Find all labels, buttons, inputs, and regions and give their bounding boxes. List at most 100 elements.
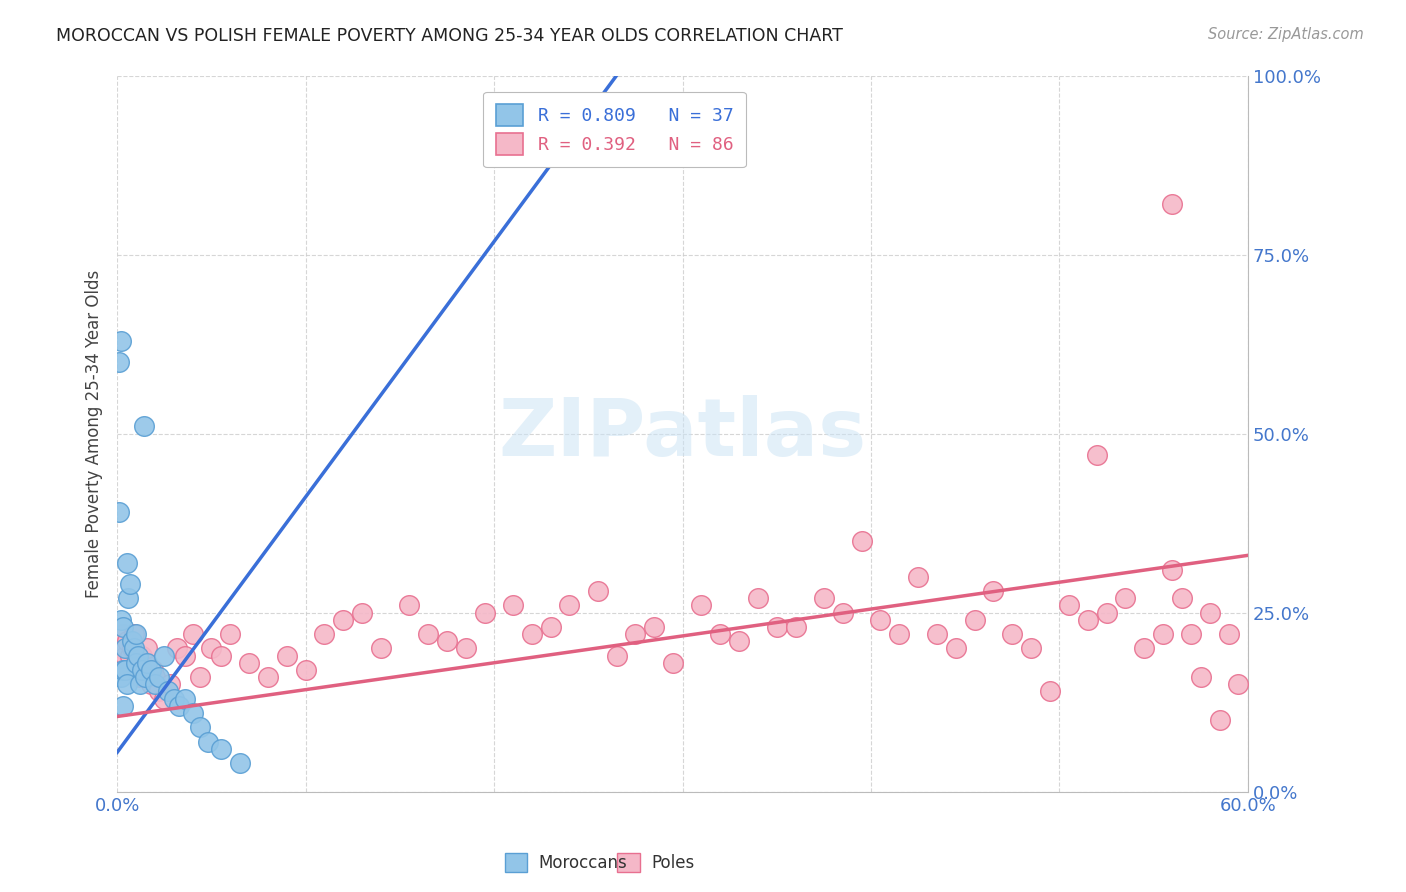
Point (869, 613, 891, 627)
Point (125, 656, 148, 670)
Point (209, 741, 232, 756)
Point (122, 641, 145, 656)
Point (1180, 627, 1202, 641)
Point (643, 620, 665, 634)
Point (122, 627, 145, 641)
Text: Source: ZipAtlas.com: Source: ZipAtlas.com (1208, 27, 1364, 42)
Point (125, 627, 148, 641)
Point (1085, 448, 1108, 462)
Point (945, 641, 967, 656)
Point (1057, 599, 1080, 613)
Point (728, 634, 751, 648)
Point (370, 641, 392, 656)
Point (474, 606, 496, 620)
Point (662, 656, 685, 670)
Point (1161, 197, 1184, 211)
Point (558, 599, 581, 613)
Point (1171, 591, 1194, 606)
Point (125, 656, 148, 670)
Point (128, 670, 150, 684)
Point (120, 577, 142, 591)
Point (1189, 670, 1212, 684)
Point (131, 663, 153, 677)
Y-axis label: Female Poverty Among 25-34 Year Olds: Female Poverty Among 25-34 Year Olds (86, 269, 103, 598)
Point (586, 584, 609, 599)
Point (209, 648, 232, 663)
Point (121, 641, 143, 656)
Point (110, 334, 132, 348)
Point (352, 606, 374, 620)
Point (765, 620, 787, 634)
Point (148, 670, 170, 684)
Point (889, 627, 911, 641)
Point (747, 591, 769, 606)
Point (1133, 641, 1156, 656)
Point (169, 698, 191, 713)
Point (332, 613, 354, 627)
Point (139, 663, 162, 677)
Point (159, 677, 181, 691)
Point (108, 505, 131, 519)
Point (540, 620, 562, 634)
Point (138, 670, 160, 684)
Point (134, 670, 156, 684)
Point (1152, 627, 1174, 641)
Point (111, 620, 134, 634)
Point (983, 584, 1005, 599)
Point (131, 648, 153, 663)
Point (925, 627, 948, 641)
Point (157, 684, 180, 698)
Point (416, 627, 439, 641)
Point (153, 648, 176, 663)
Point (117, 663, 139, 677)
Text: Moroccans: Moroccans (538, 854, 627, 871)
Point (520, 627, 543, 641)
Point (1019, 641, 1042, 656)
Point (132, 419, 155, 434)
Point (1095, 606, 1118, 620)
Point (200, 641, 222, 656)
Point (851, 534, 873, 549)
Point (139, 677, 162, 691)
Point (831, 606, 853, 620)
Text: ZIPatlas: ZIPatlas (498, 394, 866, 473)
Text: Poles: Poles (651, 854, 695, 871)
Point (709, 627, 731, 641)
Point (114, 641, 136, 656)
Point (454, 641, 477, 656)
Point (398, 599, 420, 613)
Point (1001, 627, 1024, 641)
Point (606, 648, 628, 663)
Point (108, 355, 131, 369)
Point (148, 684, 170, 698)
Point (117, 591, 139, 606)
Point (115, 556, 138, 570)
Point (134, 656, 156, 670)
Point (136, 641, 159, 656)
Point (1161, 563, 1184, 577)
Point (963, 613, 986, 627)
Point (111, 663, 134, 677)
Point (174, 691, 197, 706)
Point (228, 756, 250, 770)
Point (114, 648, 136, 663)
Point (121, 634, 143, 648)
Point (276, 648, 298, 663)
Point (197, 734, 219, 748)
Point (114, 663, 136, 677)
Point (785, 620, 807, 634)
Point (1199, 606, 1222, 620)
Point (624, 627, 647, 641)
Text: MOROCCAN VS POLISH FEMALE POVERTY AMONG 25-34 YEAR OLDS CORRELATION CHART: MOROCCAN VS POLISH FEMALE POVERTY AMONG … (56, 27, 844, 45)
Point (143, 670, 166, 684)
Point (1208, 713, 1230, 727)
Point (238, 656, 260, 670)
Point (181, 627, 204, 641)
Point (153, 691, 176, 706)
Point (110, 670, 132, 684)
Point (1039, 684, 1062, 698)
Point (115, 677, 138, 691)
Point (120, 648, 142, 663)
Point (502, 599, 524, 613)
Point (110, 613, 132, 627)
